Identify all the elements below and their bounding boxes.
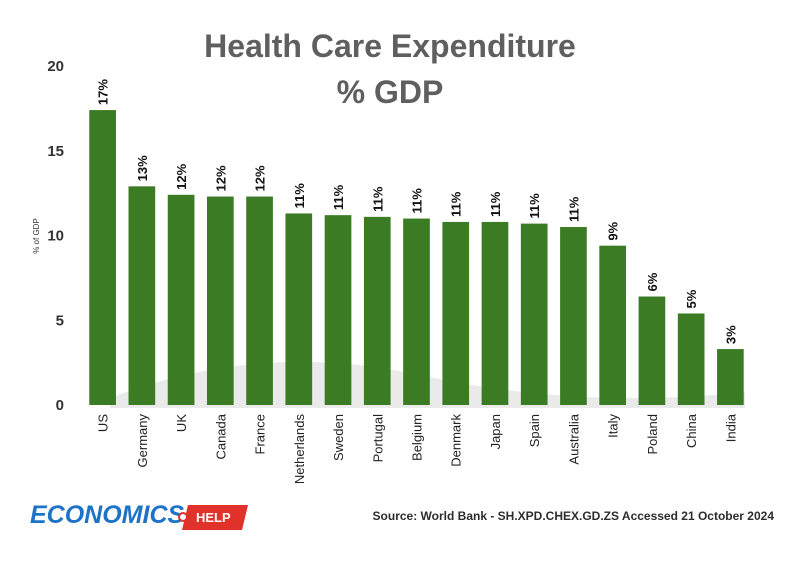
category-label: US bbox=[96, 414, 111, 432]
y-axis-label: % of GDP bbox=[32, 218, 41, 254]
data-label: 12% bbox=[174, 163, 189, 189]
y-tick-label: 20 bbox=[47, 58, 64, 75]
chart-subtitle: % GDP bbox=[337, 74, 444, 110]
category-label: Belgium bbox=[410, 414, 425, 461]
bar-us bbox=[89, 110, 116, 405]
data-labels: 17% 13% 12% 12% 12% 11% 11% 11% 11% 11% 11% 11% 11% 9… bbox=[96, 79, 739, 344]
data-label: 6% bbox=[645, 272, 660, 291]
category-label: Germany bbox=[135, 414, 150, 468]
bar-germany bbox=[128, 186, 156, 405]
category-labels: US Germany UK Canada France Netherlands Sweden… bbox=[96, 413, 739, 484]
logo-tag-hole-icon bbox=[178, 512, 188, 522]
category-label: France bbox=[253, 414, 268, 454]
bars bbox=[89, 110, 744, 405]
bar-canada bbox=[206, 196, 234, 405]
data-label: 9% bbox=[606, 221, 621, 240]
bar-portugal bbox=[363, 216, 391, 405]
logo-word: ECONOMICS bbox=[30, 501, 185, 529]
category-label: Canada bbox=[213, 413, 228, 459]
data-label: 17% bbox=[96, 79, 111, 105]
bar-uk bbox=[167, 194, 195, 405]
data-label: 11% bbox=[527, 193, 542, 219]
y-axis-ticks: 0 5 10 15 20 bbox=[47, 58, 64, 414]
logo-tag-shape bbox=[182, 505, 248, 530]
bar-australia bbox=[560, 227, 587, 405]
data-label: 11% bbox=[331, 184, 346, 210]
category-label: Sweden bbox=[331, 414, 346, 461]
category-label: India bbox=[723, 413, 738, 442]
chart-title: Health Care Expenditure bbox=[204, 28, 576, 64]
category-label: Japan bbox=[488, 414, 503, 449]
logo-tag-text: HELP bbox=[196, 510, 231, 525]
bar-india bbox=[717, 349, 744, 405]
bar-poland bbox=[638, 296, 666, 405]
data-label: 11% bbox=[566, 196, 581, 222]
data-label: 11% bbox=[449, 191, 464, 217]
y-tick-label: 10 bbox=[47, 228, 64, 245]
data-label: 13% bbox=[135, 155, 150, 181]
category-label: Spain bbox=[527, 414, 542, 447]
bar-france bbox=[246, 196, 273, 405]
data-label: 3% bbox=[723, 325, 738, 344]
bar-china bbox=[677, 313, 705, 405]
y-tick-label: 0 bbox=[56, 397, 64, 414]
data-label: 12% bbox=[213, 165, 228, 191]
data-label: 5% bbox=[684, 289, 699, 308]
data-label: 11% bbox=[292, 183, 307, 209]
data-label: 11% bbox=[370, 186, 385, 212]
category-label: UK bbox=[174, 414, 189, 432]
y-tick-label: 15 bbox=[47, 143, 64, 160]
economics-help-logo: ECONOMICS HELP bbox=[30, 501, 248, 530]
data-label: 12% bbox=[253, 165, 268, 191]
bar-japan bbox=[481, 221, 509, 405]
source-note: Source: World Bank - SH.XPD.CHEX.GD.ZS A… bbox=[373, 509, 775, 523]
category-label: China bbox=[684, 413, 699, 448]
bar-spain bbox=[520, 223, 548, 405]
bar-belgium bbox=[403, 218, 430, 405]
category-label: Australia bbox=[566, 413, 581, 464]
bar-italy bbox=[599, 245, 627, 405]
category-label: Netherlands bbox=[292, 414, 307, 485]
data-label: 11% bbox=[488, 191, 503, 217]
category-label: Italy bbox=[606, 414, 621, 438]
category-label: Denmark bbox=[449, 414, 464, 467]
y-tick-label: 5 bbox=[56, 312, 64, 329]
data-label: 11% bbox=[410, 188, 425, 214]
category-label: Poland bbox=[645, 414, 660, 454]
bar-denmark bbox=[442, 221, 470, 405]
category-label: Portugal bbox=[370, 414, 385, 463]
bar-netherlands bbox=[285, 213, 313, 405]
bar-sweden bbox=[324, 215, 352, 405]
